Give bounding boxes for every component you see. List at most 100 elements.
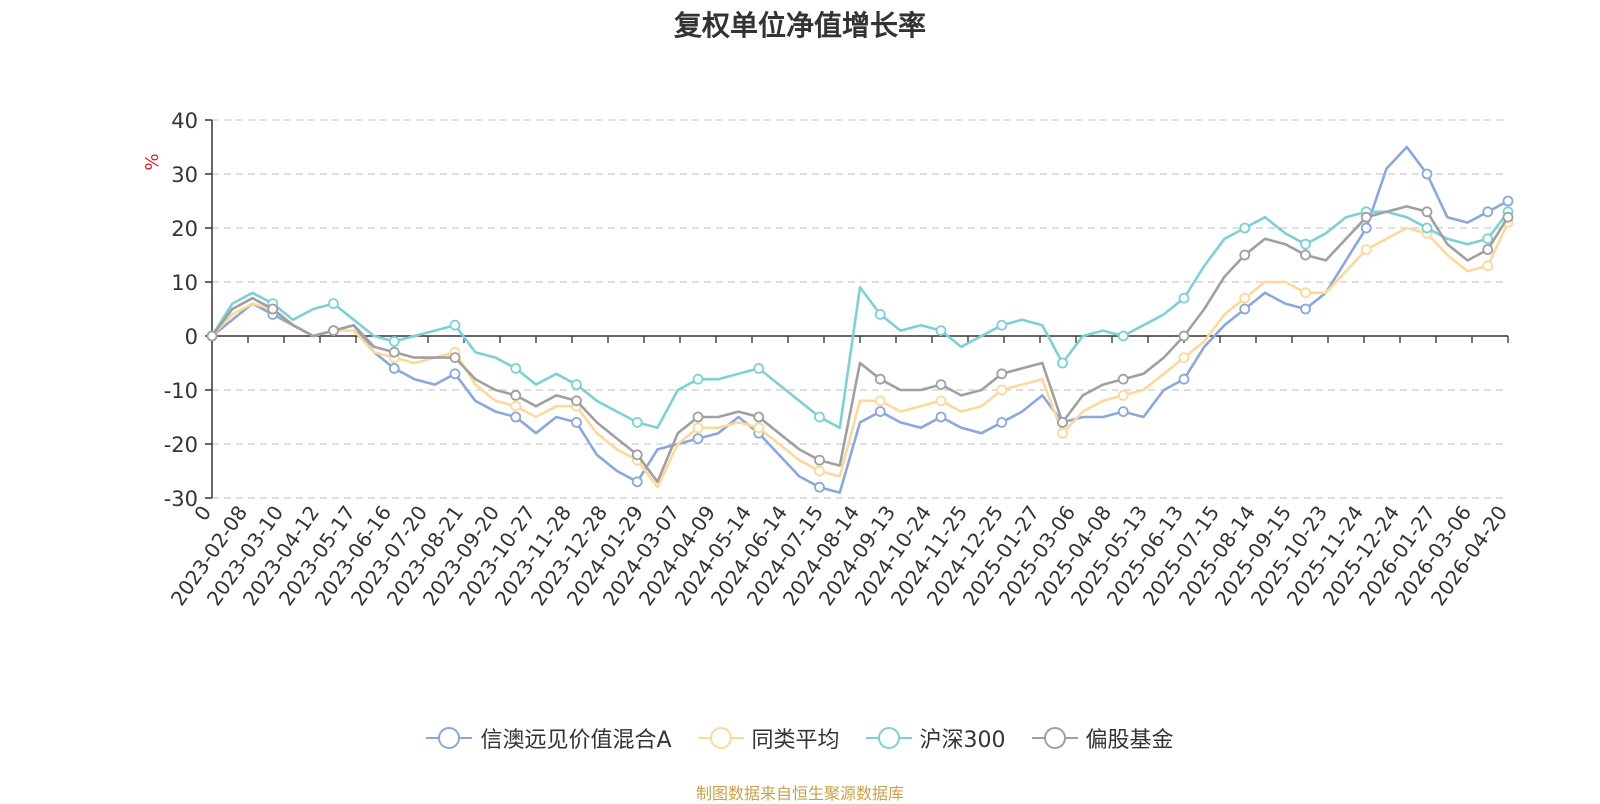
data-point [1057,416,1068,428]
y-tick-label: 10 [171,271,198,295]
legend-marker-icon [697,727,744,749]
data-point [874,406,886,418]
legend-marker-icon [426,727,473,749]
data-point [510,411,522,423]
data-point [328,298,339,310]
data-point [1117,373,1129,385]
data-point [510,389,522,401]
y-axis-unit-label: % [142,153,163,170]
y-tick-label: -30 [164,487,198,511]
data-point [1117,389,1129,401]
data-point [1421,168,1433,180]
data-point [449,352,461,364]
legend-label: 偏股基金 [1085,728,1174,753]
data-point [1239,249,1251,261]
data-point [510,400,522,412]
data-point [328,325,339,337]
data-point [692,422,704,434]
data-point [874,308,886,320]
data-point [814,454,825,466]
data-point [935,379,947,391]
data-point [1482,260,1494,272]
legend-label: 沪深300 [919,728,1006,753]
data-point [571,395,582,407]
data-point [1421,206,1433,218]
data-point [753,411,765,423]
data-point [996,368,1008,380]
data-point [753,422,765,434]
chart-title: 复权单位净值增长率 [673,9,926,42]
data-point [206,330,218,342]
data-point [996,416,1008,428]
data-point [1502,195,1514,207]
series-line-1 [211,222,1510,489]
data-point [935,411,947,423]
series-line-2 [210,210,1510,430]
data-point [1360,211,1372,223]
data-point [267,303,279,315]
data-point [814,481,825,493]
data-point [631,416,643,428]
legend-label: 信澳远见价值混合A [480,728,672,753]
chart-legend: 信澳远见价值混合A 同类平均 沪深300 偏股基金 [0,722,1600,754]
data-point [814,411,825,423]
y-tick-label: 40 [171,109,198,133]
data-point [692,373,704,385]
series-line-3 [210,205,1510,484]
data-point [1178,330,1190,342]
legend-item-peer-average[interactable]: 同类平均 [697,722,840,754]
data-point [388,335,400,347]
data-point [388,362,400,374]
data-point [1178,352,1190,364]
series-line-0 [211,145,1509,494]
data-point [631,476,643,488]
data-point [692,411,704,423]
data-point [1239,303,1251,315]
data-point [1360,244,1372,256]
y-tick-label: -10 [164,379,198,403]
data-point [1360,222,1372,234]
y-tick-label: -20 [164,433,198,457]
data-point [1300,287,1311,299]
legend-item-equity-fund[interactable]: 偏股基金 [1031,722,1174,754]
legend-marker-icon [865,727,912,749]
data-point [996,384,1008,396]
data-point [1239,222,1251,234]
data-point [449,368,461,380]
data-point [1117,330,1129,342]
data-point [510,362,522,374]
data-point [1117,406,1129,418]
data-point [1057,427,1068,439]
data-point [935,395,947,407]
data-point [1178,292,1190,304]
data-point [1482,244,1494,256]
data-point [1178,373,1190,385]
data-point [753,362,765,374]
data-point [1502,211,1514,223]
legend-item-csi300[interactable]: 沪深300 [865,722,1006,754]
legend-label: 同类平均 [751,728,840,753]
x-tick-label: 0 [189,501,216,525]
data-point [1300,238,1311,250]
data-point [874,373,886,385]
data-point [874,395,886,407]
data-point [1300,303,1311,315]
legend-item-fund[interactable]: 信澳远见价值混合A [426,722,672,754]
y-tick-label: 30 [171,163,198,187]
data-point [1057,357,1068,369]
data-point [1482,233,1494,245]
data-point [1300,249,1311,261]
data-point [692,433,704,445]
data-point [1421,222,1433,234]
data-point [996,319,1008,331]
data-point [935,325,947,337]
data-point [388,346,400,358]
data-source-note: 制图数据来自恒生聚源数据库 [695,784,904,803]
data-point [814,465,825,477]
data-point [631,449,643,461]
y-tick-label: 0 [185,325,198,349]
y-tick-label: 20 [171,217,198,241]
legend-marker-icon [1031,727,1078,749]
data-point [571,416,582,428]
